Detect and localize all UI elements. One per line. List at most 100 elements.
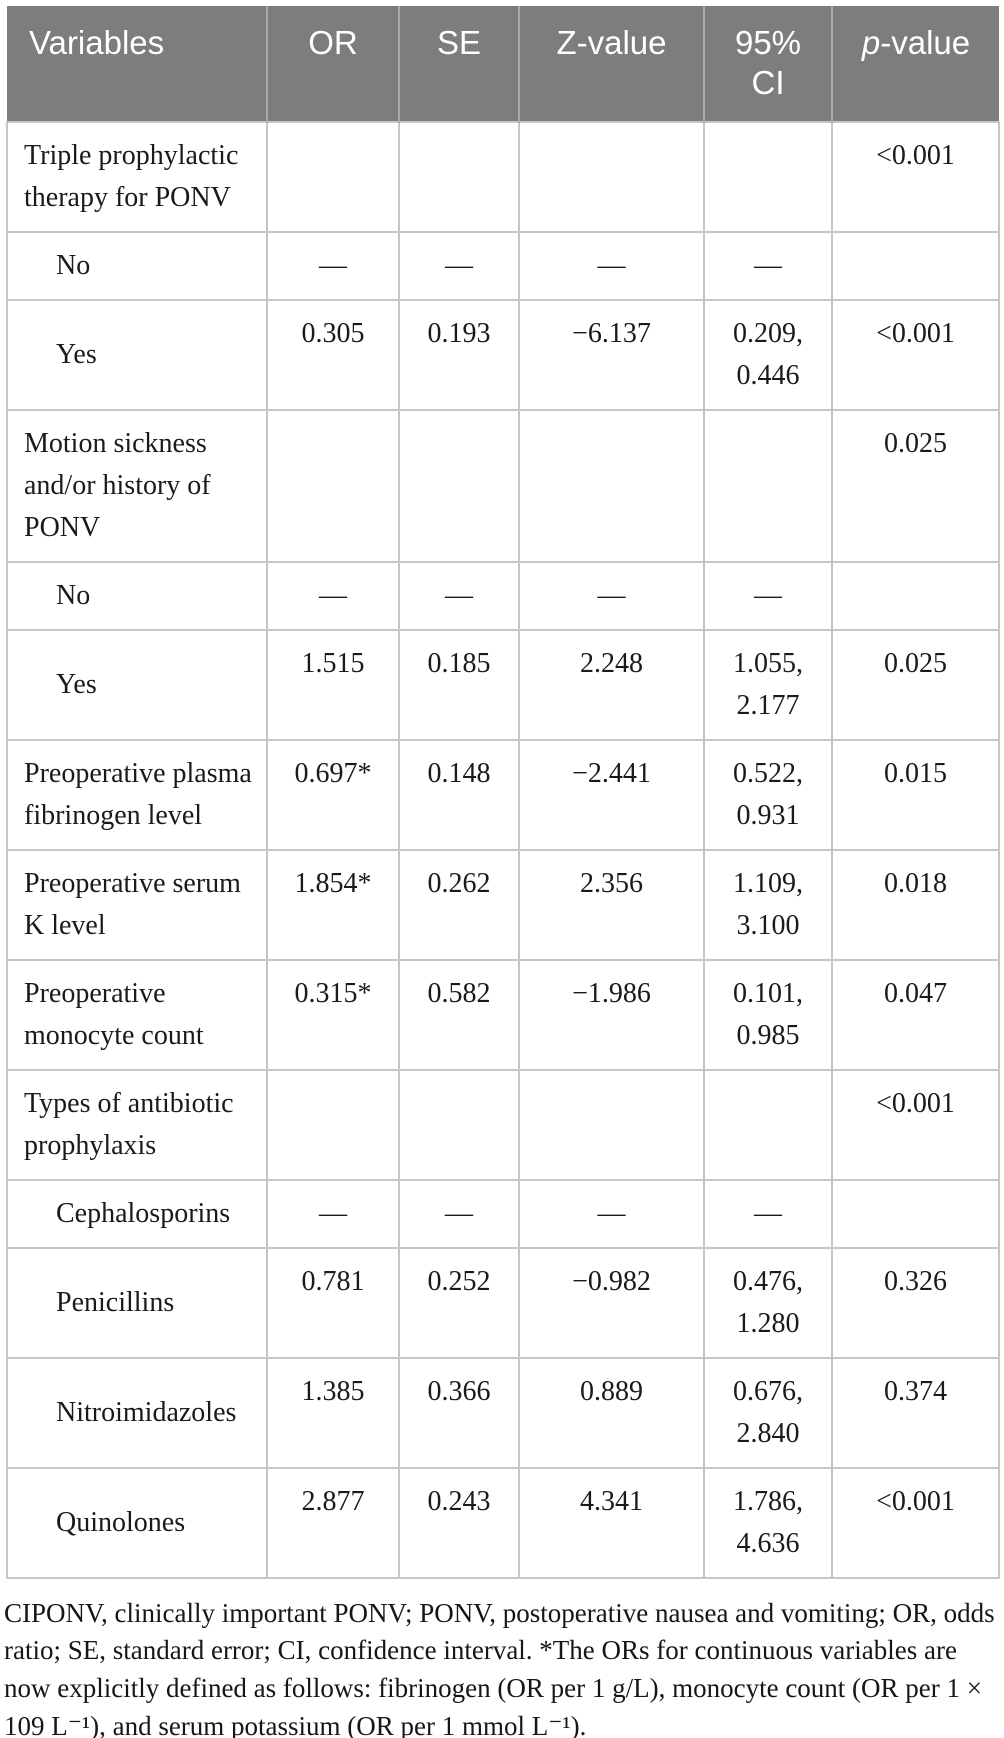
cell-se: —: [398, 230, 520, 301]
cell-ci: 0.209, 0.446: [703, 298, 833, 411]
cell-p: 0.015: [831, 738, 1000, 851]
cell-z: —: [518, 1178, 705, 1249]
cell-ci: 1.109, 3.100: [703, 848, 833, 961]
cell-z: −6.137: [518, 298, 705, 411]
cell-p: 0.018: [831, 848, 1000, 961]
table-row: Yes 0.305 0.193 −6.137 0.209, 0.446 <0.0…: [6, 298, 1000, 411]
cell-p: 0.374: [831, 1356, 1000, 1469]
cell-z: [518, 1068, 705, 1181]
table-row: Penicillins 0.781 0.252 −0.982 0.476, 1.…: [6, 1246, 1000, 1359]
cell-or: —: [266, 1178, 400, 1249]
table-row: Motion sickness and/or history of PONV 0…: [6, 408, 1000, 563]
cell-ci: 0.522, 0.931: [703, 738, 833, 851]
row-label: Penicillins: [6, 1246, 268, 1359]
row-label: Yes: [6, 628, 268, 741]
cell-se: 0.193: [398, 298, 520, 411]
cell-ci: —: [703, 1178, 833, 1249]
cell-or: 0.315*: [266, 958, 400, 1071]
cell-ci: 0.101, 0.985: [703, 958, 833, 1071]
cell-or: —: [266, 230, 400, 301]
table-row: Types of antibiotic prophylaxis <0.001: [6, 1068, 1000, 1181]
cell-p: 0.025: [831, 628, 1000, 741]
cell-ci: —: [703, 560, 833, 631]
table-row: Quinolones 2.877 0.243 4.341 1.786, 4.63…: [6, 1466, 1000, 1579]
cell-z: −0.982: [518, 1246, 705, 1359]
cell-se: 0.252: [398, 1246, 520, 1359]
row-label: Preoperative monocyte count: [6, 958, 268, 1071]
row-label: Cephalosporins: [6, 1178, 268, 1249]
header-row: Variables OR SE Z-value 95% CI p-value: [7, 6, 999, 122]
cell-ci: [703, 120, 833, 233]
row-label: No: [6, 230, 268, 301]
cell-se: —: [398, 560, 520, 631]
cell-se: 0.582: [398, 958, 520, 1071]
cell-p: 0.047: [831, 958, 1000, 1071]
col-header-p-value: p-value: [831, 6, 999, 122]
table-footnote: CIPONV, clinically important PONV; PONV,…: [4, 1597, 995, 1738]
cell-ci: [703, 408, 833, 563]
cell-se: 0.243: [398, 1466, 520, 1579]
cell-z: 2.248: [518, 628, 705, 741]
cell-se: 0.185: [398, 628, 520, 741]
cell-or: [266, 408, 400, 563]
cell-z: 4.341: [518, 1466, 705, 1579]
cell-ci: 1.786, 4.636: [703, 1466, 833, 1579]
cell-ci: 1.055, 2.177: [703, 628, 833, 741]
cell-p: <0.001: [831, 1466, 1000, 1579]
cell-or: —: [266, 560, 400, 631]
cell-se: 0.262: [398, 848, 520, 961]
table-body: Triple prophylactic therapy for PONV <0.…: [6, 120, 1000, 1579]
regression-results-table: Variables OR SE Z-value 95% CI p-value T…: [6, 6, 1000, 1579]
p-rest: -value: [880, 24, 971, 61]
cell-or: 0.697*: [266, 738, 400, 851]
row-label: Preoperative plasma fibrinogen level: [6, 738, 268, 851]
col-header-se: SE: [398, 6, 519, 122]
cell-or: [266, 120, 400, 233]
table-row: Yes 1.515 0.185 2.248 1.055, 2.177 0.025: [6, 628, 1000, 741]
col-header-95ci: 95% CI: [703, 6, 832, 122]
row-label: Preoperative serum K level: [6, 848, 268, 961]
row-label: No: [6, 560, 268, 631]
cell-z: —: [518, 560, 705, 631]
cell-p: [831, 230, 1000, 301]
table-row: Triple prophylactic therapy for PONV <0.…: [6, 120, 1000, 233]
cell-se: [398, 120, 520, 233]
cell-p: <0.001: [831, 120, 1000, 233]
cell-p: 0.025: [831, 408, 1000, 563]
col-header-z-value: Z-value: [518, 6, 704, 122]
table-row: Preoperative monocyte count 0.315* 0.582…: [6, 958, 1000, 1071]
cell-p: [831, 560, 1000, 631]
cell-se: 0.366: [398, 1356, 520, 1469]
cell-or: [266, 1068, 400, 1181]
table-row: Preoperative serum K level 1.854* 0.262 …: [6, 848, 1000, 961]
cell-se: —: [398, 1178, 520, 1249]
cell-z: −2.441: [518, 738, 705, 851]
table-row: No — — — —: [6, 560, 1000, 631]
p-italic: p: [861, 24, 881, 61]
cell-z: —: [518, 230, 705, 301]
cell-ci: [703, 1068, 833, 1181]
cell-or: 1.385: [266, 1356, 400, 1469]
cell-p: [831, 1178, 1000, 1249]
row-label: Nitroimidazoles: [6, 1356, 268, 1469]
cell-p: 0.326: [831, 1246, 1000, 1359]
cell-ci: 0.476, 1.280: [703, 1246, 833, 1359]
cell-z: −1.986: [518, 958, 705, 1071]
cell-se: 0.148: [398, 738, 520, 851]
cell-or: 0.305: [266, 298, 400, 411]
cell-ci: —: [703, 230, 833, 301]
cell-z: 0.889: [518, 1356, 705, 1469]
col-header-variables: Variables: [7, 6, 267, 122]
row-label: Motion sickness and/or history of PONV: [6, 408, 268, 563]
cell-z: [518, 120, 705, 233]
table-row: Preoperative plasma fibrinogen level 0.6…: [6, 738, 1000, 851]
cell-p: <0.001: [831, 298, 1000, 411]
cell-or: 1.854*: [266, 848, 400, 961]
cell-z: [518, 408, 705, 563]
row-label: Quinolones: [6, 1466, 268, 1579]
cell-ci: 0.676, 2.840: [703, 1356, 833, 1469]
col-header-or: OR: [266, 6, 399, 122]
table-row: Nitroimidazoles 1.385 0.366 0.889 0.676,…: [6, 1356, 1000, 1469]
cell-z: 2.356: [518, 848, 705, 961]
